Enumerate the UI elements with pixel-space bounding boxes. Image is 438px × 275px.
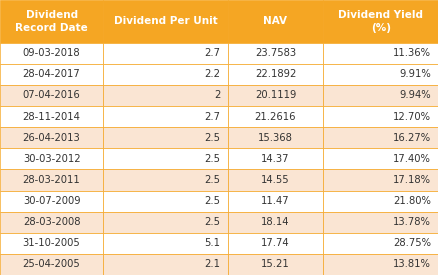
Bar: [228, 233, 322, 254]
Text: 2.5: 2.5: [204, 154, 220, 164]
Text: 28.75%: 28.75%: [392, 238, 430, 248]
Bar: [228, 106, 322, 127]
Text: 5.1: 5.1: [204, 238, 220, 248]
Text: 9.94%: 9.94%: [399, 90, 430, 100]
Text: 17.74: 17.74: [261, 238, 289, 248]
Bar: [322, 148, 438, 169]
Text: 14.55: 14.55: [261, 175, 289, 185]
Bar: [228, 169, 322, 191]
Bar: [322, 64, 438, 85]
Bar: [0, 64, 103, 85]
Bar: [228, 85, 322, 106]
Bar: [228, 254, 322, 275]
Text: 25-04-2005: 25-04-2005: [23, 259, 80, 270]
Bar: [322, 212, 438, 233]
Text: 2.7: 2.7: [204, 112, 220, 122]
Bar: [103, 233, 228, 254]
Text: 21.2616: 21.2616: [254, 112, 296, 122]
Bar: [0, 233, 103, 254]
Text: 20.1119: 20.1119: [254, 90, 296, 100]
Text: 21.80%: 21.80%: [392, 196, 430, 206]
Text: Dividend Yield
(%): Dividend Yield (%): [338, 10, 422, 32]
Bar: [103, 43, 228, 64]
Text: 2.5: 2.5: [204, 175, 220, 185]
Text: 31-10-2005: 31-10-2005: [23, 238, 80, 248]
Text: 2.2: 2.2: [204, 69, 220, 79]
Text: 28-11-2014: 28-11-2014: [23, 112, 80, 122]
Text: 2.5: 2.5: [204, 217, 220, 227]
Bar: [0, 85, 103, 106]
Text: 11.47: 11.47: [261, 196, 289, 206]
Text: 16.27%: 16.27%: [392, 133, 430, 143]
Text: 07-04-2016: 07-04-2016: [23, 90, 80, 100]
Text: 28-03-2008: 28-03-2008: [23, 217, 80, 227]
Bar: [103, 254, 228, 275]
Bar: [228, 191, 322, 212]
Text: 12.70%: 12.70%: [392, 112, 430, 122]
Bar: [322, 254, 438, 275]
Text: 9.91%: 9.91%: [399, 69, 430, 79]
Text: 30-03-2012: 30-03-2012: [23, 154, 80, 164]
Bar: [0, 212, 103, 233]
Text: 28-03-2011: 28-03-2011: [23, 175, 80, 185]
Bar: [322, 43, 438, 64]
Bar: [103, 106, 228, 127]
Bar: [103, 169, 228, 191]
Text: 18.14: 18.14: [261, 217, 289, 227]
Bar: [322, 191, 438, 212]
Bar: [0, 43, 103, 64]
Bar: [322, 127, 438, 148]
Text: 23.7583: 23.7583: [254, 48, 295, 58]
Bar: [0, 0, 103, 43]
Bar: [228, 64, 322, 85]
Bar: [228, 148, 322, 169]
Bar: [103, 85, 228, 106]
Text: 17.18%: 17.18%: [392, 175, 430, 185]
Text: 09-03-2018: 09-03-2018: [23, 48, 80, 58]
Text: 28-04-2017: 28-04-2017: [23, 69, 80, 79]
Bar: [0, 127, 103, 148]
Text: 14.37: 14.37: [261, 154, 289, 164]
Bar: [322, 85, 438, 106]
Bar: [0, 169, 103, 191]
Text: Dividend Per Unit: Dividend Per Unit: [113, 16, 217, 26]
Bar: [103, 148, 228, 169]
Text: 2.1: 2.1: [204, 259, 220, 270]
Text: Dividend
Record Date: Dividend Record Date: [15, 10, 88, 32]
Bar: [0, 191, 103, 212]
Bar: [103, 191, 228, 212]
Text: 13.78%: 13.78%: [392, 217, 430, 227]
Bar: [228, 0, 322, 43]
Bar: [103, 212, 228, 233]
Bar: [228, 212, 322, 233]
Bar: [322, 0, 438, 43]
Text: 15.21: 15.21: [261, 259, 289, 270]
Bar: [322, 106, 438, 127]
Bar: [103, 64, 228, 85]
Bar: [322, 233, 438, 254]
Text: 30-07-2009: 30-07-2009: [23, 196, 80, 206]
Bar: [0, 106, 103, 127]
Text: 17.40%: 17.40%: [392, 154, 430, 164]
Bar: [322, 169, 438, 191]
Bar: [103, 127, 228, 148]
Bar: [0, 148, 103, 169]
Text: 2: 2: [213, 90, 220, 100]
Bar: [228, 43, 322, 64]
Text: NAV: NAV: [263, 16, 287, 26]
Text: 26-04-2013: 26-04-2013: [23, 133, 80, 143]
Text: 2.7: 2.7: [204, 48, 220, 58]
Text: 15.368: 15.368: [258, 133, 292, 143]
Text: 2.5: 2.5: [204, 196, 220, 206]
Bar: [0, 254, 103, 275]
Text: 11.36%: 11.36%: [392, 48, 430, 58]
Text: 2.5: 2.5: [204, 133, 220, 143]
Text: 13.81%: 13.81%: [392, 259, 430, 270]
Bar: [103, 0, 228, 43]
Bar: [228, 127, 322, 148]
Text: 22.1892: 22.1892: [254, 69, 296, 79]
